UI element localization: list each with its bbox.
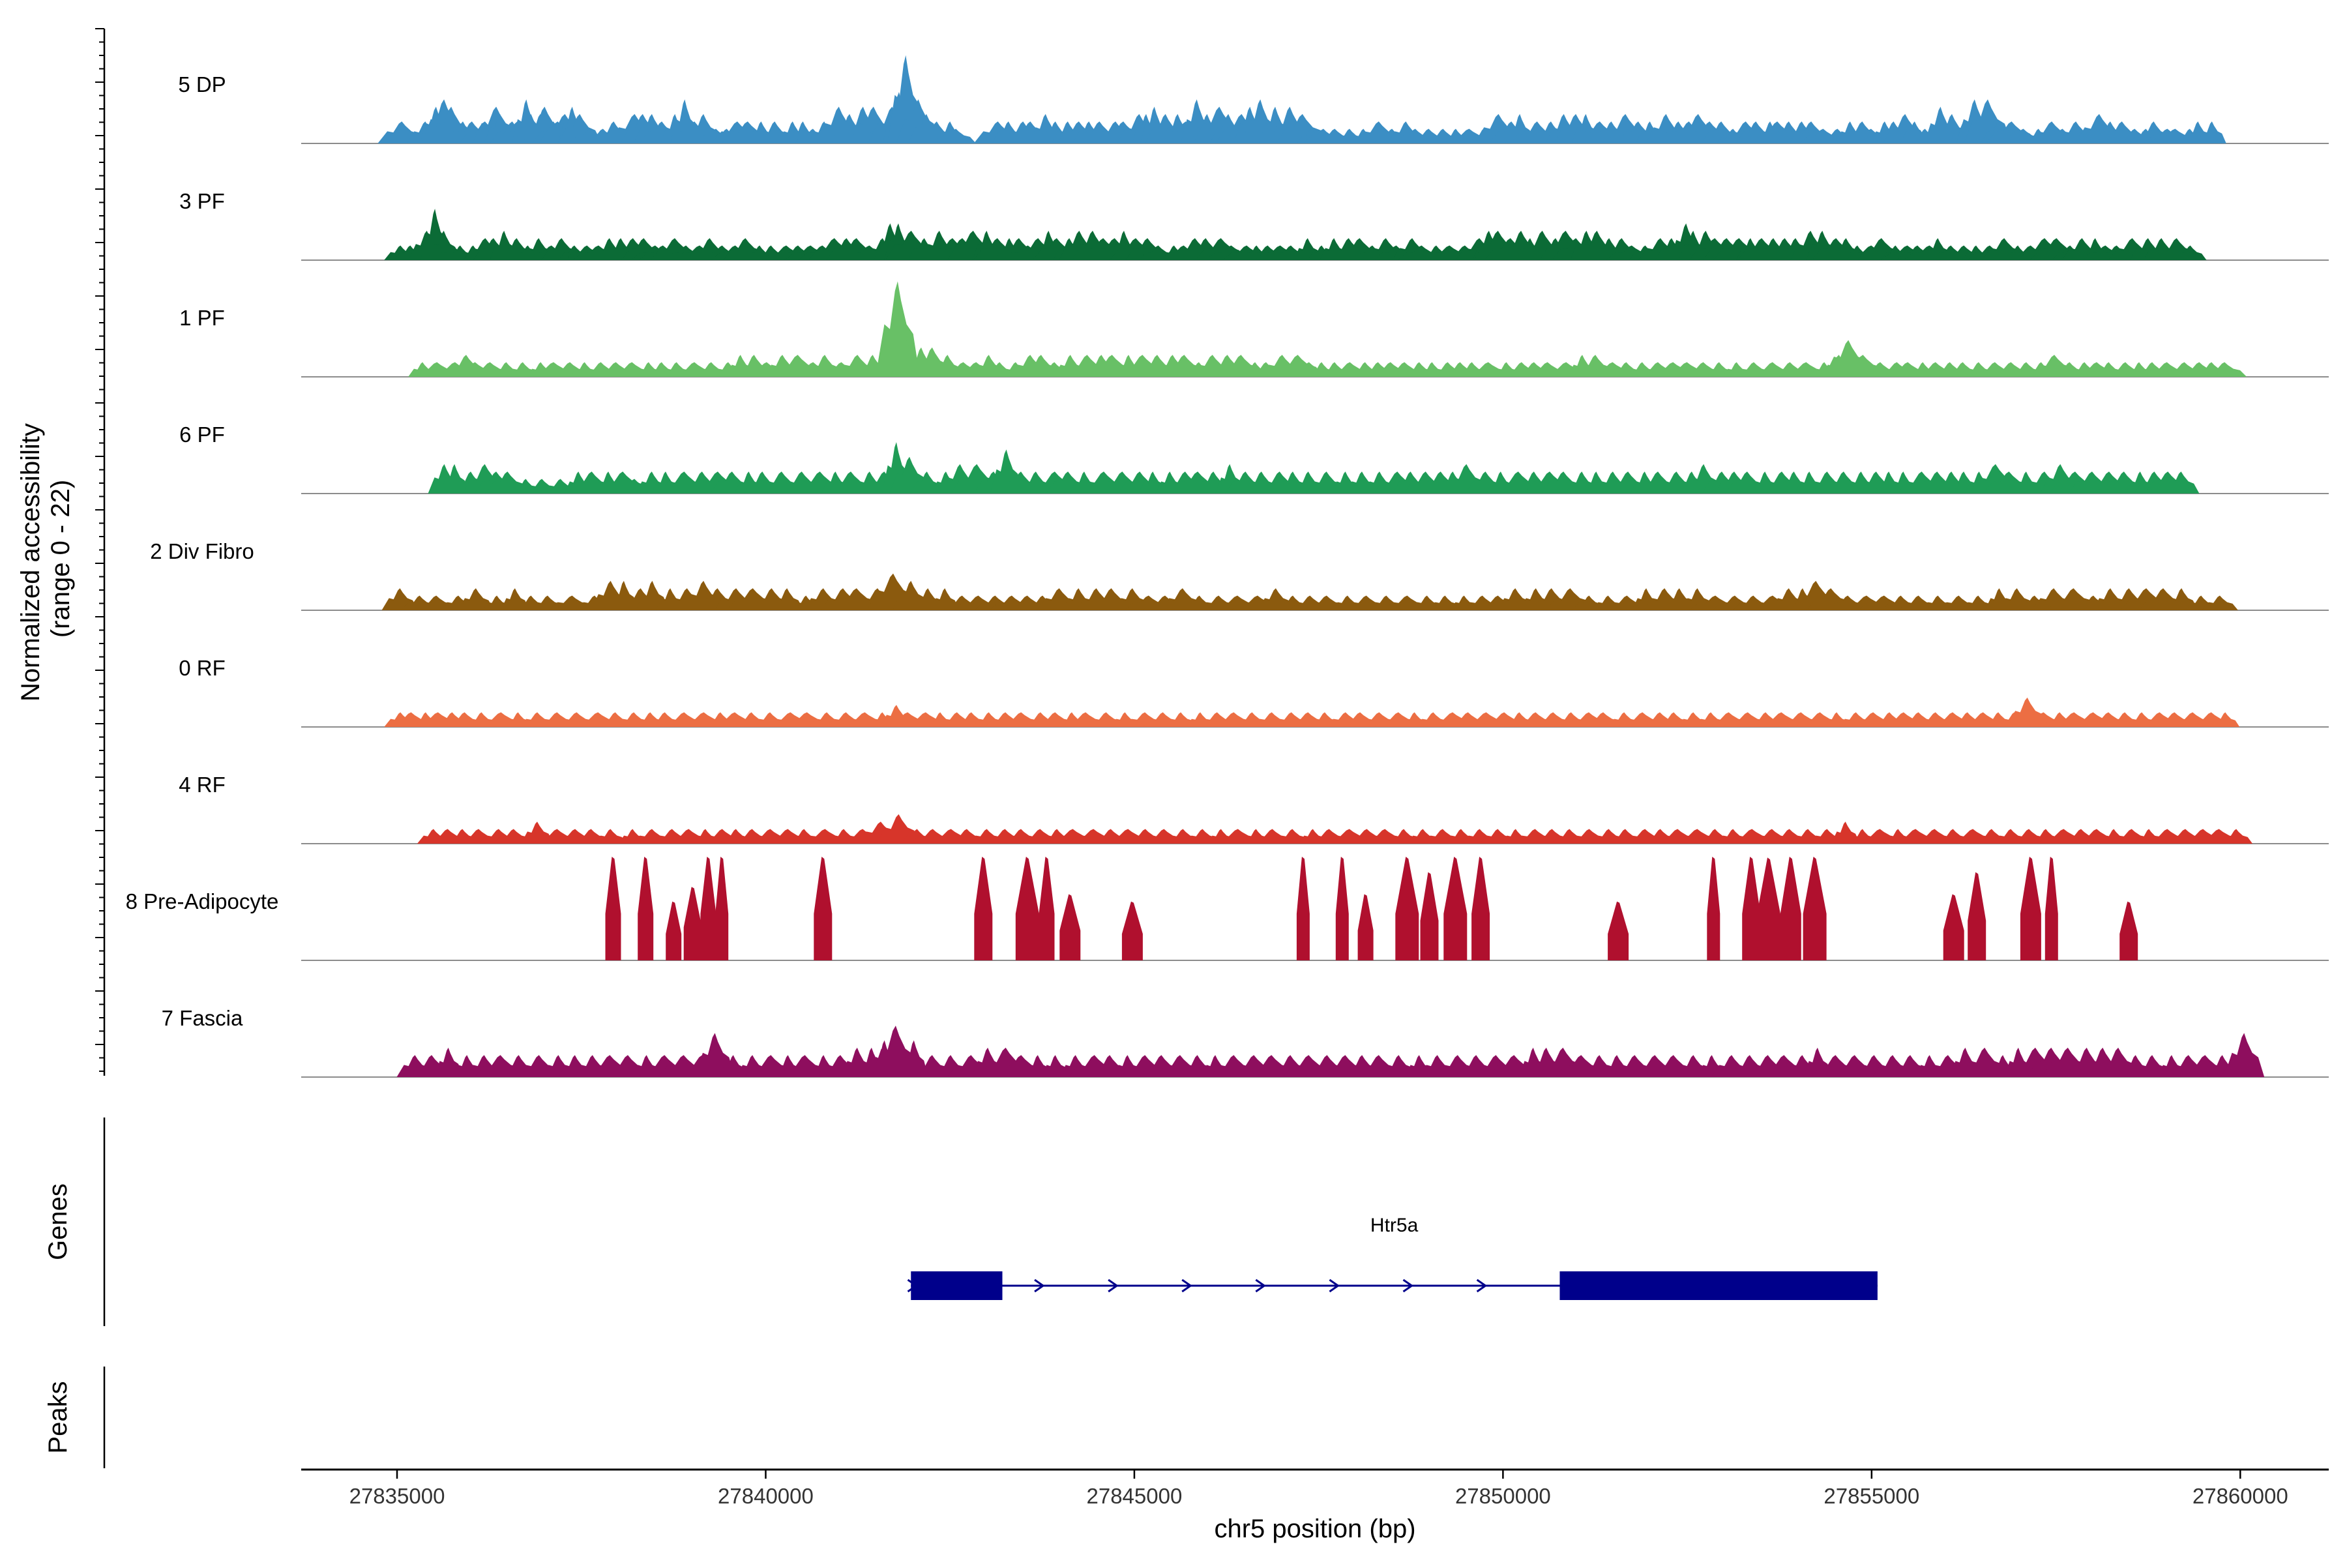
track-label: 5 DP xyxy=(178,72,226,96)
x-axis-tick-label: 27840000 xyxy=(718,1484,814,1508)
coverage-spike xyxy=(638,857,654,960)
genes-panel: Genes Htr5a xyxy=(44,1117,1878,1326)
x-axis-tick-label: 27860000 xyxy=(2192,1484,2288,1508)
coverage-spike xyxy=(2119,901,2138,960)
coverage-peak xyxy=(2202,362,2247,377)
coverage-spike xyxy=(1296,857,1310,960)
coverage-spike xyxy=(2044,857,2058,960)
coverage-spike xyxy=(1420,872,1439,960)
coverage-peak xyxy=(2224,1033,2265,1077)
coverage-spike xyxy=(1039,857,1055,960)
y-axis-label-line2: (range 0 - 22) xyxy=(46,480,75,638)
track-label: 2 Div Fibro xyxy=(150,539,254,563)
coverage-spike xyxy=(1471,857,1490,960)
coverage-spike xyxy=(1742,857,1761,960)
coverage-spike xyxy=(683,887,702,960)
coverage-peak xyxy=(936,128,977,143)
track-label: 7 Fascia xyxy=(162,1006,243,1030)
y-axis-label-line1: Normalized accessibility xyxy=(16,423,45,702)
x-axis-label: chr5 position (bp) xyxy=(1214,1515,1415,1543)
peaks-axis-label: Peaks xyxy=(44,1381,72,1453)
tracks: 5 DP 3 PF 1 PF 6 PF 2 Div Fibro 0 RF 4 RF 8 Pre… xyxy=(126,55,2329,1078)
track-3-pf: 3 PF xyxy=(179,189,2329,261)
gene-name-label: Htr5a xyxy=(1370,1215,1419,1236)
coverage-spike xyxy=(666,901,682,960)
coverage-peak xyxy=(1962,595,1995,610)
strand-arrow-icon xyxy=(1181,1279,1192,1293)
coverage-spike xyxy=(814,857,833,960)
coverage-spike xyxy=(1707,857,1720,960)
gene-model xyxy=(907,1271,1878,1300)
coverage-spike xyxy=(1968,872,1986,960)
peaks-panel: Peaks xyxy=(44,1367,106,1468)
y-axis-label: Normalized accessibility (range 0 - 22) xyxy=(16,416,75,702)
track-label: 6 PF xyxy=(179,422,225,447)
coverage-spike xyxy=(1121,901,1143,960)
coverage-spike xyxy=(1357,894,1374,960)
x-axis-tick-label: 27845000 xyxy=(1087,1484,1183,1508)
coverage-spike xyxy=(1395,857,1419,960)
coverage-spike xyxy=(1757,857,1780,960)
coverage-spike xyxy=(1015,857,1039,960)
x-axis-tick-label: 27850000 xyxy=(1455,1484,1551,1508)
gene-exon xyxy=(1559,1271,1878,1300)
gene-exon xyxy=(911,1271,1003,1300)
coverage-peak xyxy=(2220,829,2253,844)
strand-arrow-icon xyxy=(1034,1279,1045,1293)
coverage-peak xyxy=(2201,595,2238,610)
strand-arrow-icon xyxy=(1255,1279,1266,1293)
track-label: 8 Pre-Adipocyte xyxy=(126,889,279,913)
coverage-peak xyxy=(434,1047,463,1077)
coverage-peak xyxy=(594,829,627,844)
track-8-pre-adipocyte: 8 Pre-Adipocyte xyxy=(126,857,2329,961)
coverage-spike xyxy=(1443,857,1468,960)
strand-arrow-icon xyxy=(1329,1279,1340,1293)
x-axis-tick-label: 27835000 xyxy=(349,1484,445,1508)
coverage-spike xyxy=(715,857,729,960)
coverage-panel: Normalized accessibility (range 0 - 22) … xyxy=(16,28,2329,1078)
track-5-dp: 5 DP xyxy=(178,55,2329,144)
coverage-spike xyxy=(2020,857,2041,960)
strand-arrow-icon xyxy=(1476,1279,1488,1293)
coverage-spike xyxy=(974,857,993,960)
coverage-peak xyxy=(771,588,804,610)
coverage-peak xyxy=(2211,712,2240,727)
track-label: 3 PF xyxy=(179,189,225,213)
y-axis-ticks xyxy=(95,28,104,1072)
track-label: 0 RF xyxy=(179,656,226,680)
coverage-peak xyxy=(2197,121,2226,143)
track-label: 1 PF xyxy=(179,306,225,330)
coverage-spike xyxy=(1803,857,1827,960)
coverage-spike xyxy=(1059,894,1081,960)
track-0-rf: 0 RF xyxy=(179,656,2329,728)
coverage-spike xyxy=(700,857,716,960)
x-axis-ticks: 27835000 27840000 27845000 27850000 27855000… xyxy=(349,1470,2288,1508)
track-1-pf: 1 PF xyxy=(179,281,2329,377)
x-axis-tick-label: 27855000 xyxy=(1823,1484,1919,1508)
track-6-pf: 6 PF xyxy=(179,422,2329,494)
track-2-div-fibro: 2 Div Fibro xyxy=(150,539,2329,611)
track-4-rf: 4 RF xyxy=(179,773,2329,844)
strand-arrow-icon xyxy=(1108,1279,1119,1293)
coverage-spike xyxy=(605,857,621,960)
track-7-fascia: 7 Fascia xyxy=(162,1006,2329,1078)
track-label: 4 RF xyxy=(179,773,226,797)
coverage-spike xyxy=(1335,857,1349,960)
coverage-spike xyxy=(1943,894,1964,960)
coverage-spike xyxy=(1780,857,1801,960)
strand-arrow-icon xyxy=(1402,1279,1414,1293)
coverage-spike xyxy=(1608,901,1629,960)
coverage-peak xyxy=(2162,471,2200,494)
genes-axis-label: Genes xyxy=(44,1183,72,1260)
coverage-peak xyxy=(457,588,494,610)
coverage-peak xyxy=(2174,245,2207,260)
x-axis: 27835000 27840000 27845000 27850000 27855000… xyxy=(301,1468,2329,1543)
